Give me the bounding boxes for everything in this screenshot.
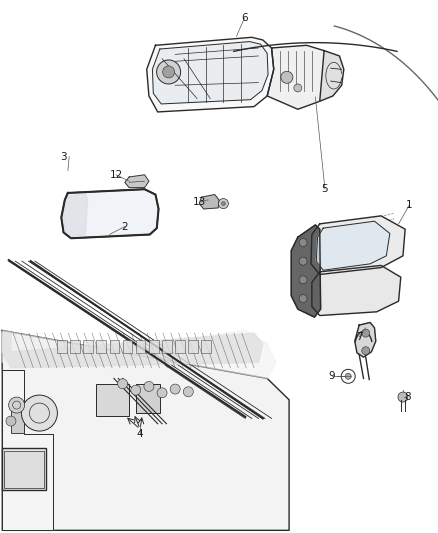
Circle shape <box>294 84 302 92</box>
Circle shape <box>9 397 25 413</box>
Polygon shape <box>199 195 219 209</box>
Text: 7: 7 <box>356 332 363 342</box>
Polygon shape <box>316 221 390 270</box>
Circle shape <box>184 387 193 397</box>
Bar <box>11 411 24 433</box>
Text: 4: 4 <box>137 429 144 439</box>
Polygon shape <box>2 330 276 378</box>
Polygon shape <box>320 51 344 101</box>
Polygon shape <box>64 193 88 237</box>
Bar <box>136 384 160 413</box>
Bar <box>149 340 159 353</box>
Bar <box>162 340 172 353</box>
Circle shape <box>157 388 167 398</box>
Circle shape <box>131 385 141 395</box>
Text: 2: 2 <box>121 222 128 231</box>
Circle shape <box>281 71 293 83</box>
Polygon shape <box>147 37 274 112</box>
Bar <box>96 384 129 416</box>
Polygon shape <box>2 330 289 530</box>
Text: 3: 3 <box>60 152 67 161</box>
Text: 1: 1 <box>406 200 413 209</box>
Circle shape <box>118 379 127 389</box>
Circle shape <box>21 395 57 431</box>
Circle shape <box>398 392 408 402</box>
Bar <box>136 340 145 353</box>
Polygon shape <box>2 370 53 530</box>
Text: 12: 12 <box>110 170 123 180</box>
Circle shape <box>299 276 307 284</box>
Bar <box>57 340 67 353</box>
Bar <box>83 340 93 353</box>
Circle shape <box>362 329 370 337</box>
Text: 9: 9 <box>328 372 336 381</box>
Bar <box>2 448 46 490</box>
Polygon shape <box>312 265 401 316</box>
Circle shape <box>157 60 180 84</box>
Circle shape <box>162 66 175 78</box>
Circle shape <box>345 373 351 379</box>
Circle shape <box>6 416 16 426</box>
Bar <box>70 340 80 353</box>
Polygon shape <box>267 45 333 109</box>
Circle shape <box>170 384 180 394</box>
Bar <box>96 340 106 353</box>
Text: 8: 8 <box>404 392 411 402</box>
Text: 6: 6 <box>241 13 248 23</box>
Circle shape <box>221 201 226 206</box>
Polygon shape <box>2 333 263 368</box>
Bar <box>123 340 132 353</box>
Polygon shape <box>355 322 376 357</box>
Circle shape <box>299 294 307 303</box>
Bar <box>4 451 44 488</box>
Polygon shape <box>152 42 268 104</box>
Bar <box>110 340 119 353</box>
Polygon shape <box>125 175 149 188</box>
Polygon shape <box>311 216 405 274</box>
Polygon shape <box>61 189 159 238</box>
Circle shape <box>362 346 370 355</box>
Polygon shape <box>291 225 321 317</box>
Circle shape <box>299 238 307 247</box>
Circle shape <box>144 382 154 391</box>
Bar <box>188 340 198 353</box>
Text: 5: 5 <box>321 184 328 194</box>
Circle shape <box>219 199 228 208</box>
Text: 13: 13 <box>193 197 206 207</box>
Bar <box>175 340 185 353</box>
Bar <box>201 340 211 353</box>
Circle shape <box>299 257 307 265</box>
